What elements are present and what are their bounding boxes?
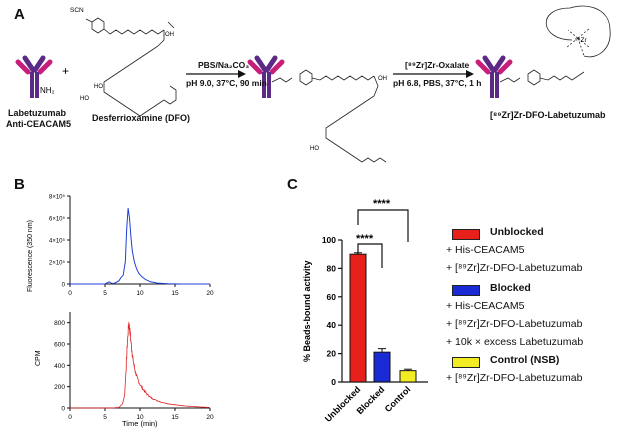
bar-y-tick-label: 80 bbox=[327, 263, 337, 273]
conjugate-structure-1 bbox=[271, 69, 387, 163]
panel-c-letter: C bbox=[287, 176, 298, 193]
legend-unblocked-line-2: + [⁸⁹Zr]Zr-DFO-Labetuzumab bbox=[446, 262, 583, 274]
legend-swatch-unblocked bbox=[452, 229, 480, 240]
cpm-y-tick-label: 600 bbox=[54, 342, 65, 349]
cpm-y-tick-label: 800 bbox=[54, 320, 65, 327]
bar-category-label: Control bbox=[383, 384, 413, 414]
cpm-axis-label: CPM bbox=[35, 350, 42, 366]
cpm-y-tick-label: 400 bbox=[54, 363, 65, 370]
arrow2-conditions: pH 6.8, PBS, 37°C, 1 h bbox=[393, 78, 482, 88]
dfo-structure bbox=[85, 17, 177, 117]
panel-b-chromatograms: 0 2×10⁵ 4×10⁵ 6×10⁵ 8×10⁵ 0 5 10 15 20 Fluorescen… bbox=[27, 194, 214, 429]
cpm-x-tick-label: 20 bbox=[206, 414, 214, 421]
fluorescence-trace bbox=[70, 208, 210, 285]
legend-unblocked-line-1: + His-CEACAM5 bbox=[446, 244, 525, 256]
antibody-icon bbox=[15, 55, 53, 98]
legend-blocked-line-2: + [⁸⁹Zr]Zr-DFO-Labetuzumab bbox=[446, 318, 583, 330]
ho-label-1: HO bbox=[94, 84, 103, 90]
legend-unblocked-title: Unblocked bbox=[490, 226, 544, 238]
fluorescence-plot: 0 2×10⁵ 4×10⁵ 6×10⁵ 8×10⁵ 0 5 10 15 20 Fluorescen… bbox=[27, 194, 214, 298]
legend-control-title: Control (NSB) bbox=[490, 354, 560, 366]
legend-control-line-1: + [⁸⁹Zr]Zr-DFO-Labetuzumab bbox=[446, 372, 583, 384]
bar-y-axis-label: % Beads-bound activity bbox=[302, 260, 312, 362]
bar-y-tick-label: 40 bbox=[327, 320, 337, 330]
product-label: [⁸⁹Zr]Zr-DFO-Labetuzumab bbox=[490, 110, 606, 120]
panel-a-letter: A bbox=[14, 6, 25, 23]
antibody-icon-2 bbox=[247, 55, 285, 98]
cpm-plot: 0 200 400 600 800 0 5 10 15 20 CPM Time (min) bbox=[35, 312, 214, 428]
oh-label-1: OH bbox=[165, 32, 174, 38]
fluorescence-x-tick-label: 5 bbox=[103, 290, 107, 297]
bar-y-tick-label: 0 bbox=[331, 377, 336, 387]
bar-control bbox=[399, 370, 417, 383]
zr-complex-structure bbox=[499, 5, 611, 86]
fluorescence-y-tick-label: 6×10⁵ bbox=[49, 216, 66, 223]
plus-sign: + bbox=[62, 64, 69, 78]
antibody-target-label: Anti-CEACAM5 bbox=[6, 119, 71, 129]
ho-label-3: HO bbox=[310, 146, 319, 152]
panel-b-letter: B bbox=[14, 176, 25, 193]
antibody-name-label: Labetuzumab bbox=[8, 108, 67, 118]
legend-blocked-line-1: + His-CEACAM5 bbox=[446, 300, 525, 312]
fluorescence-x-tick-label: 20 bbox=[206, 290, 214, 297]
fluorescence-x-tick-label: 0 bbox=[68, 290, 72, 297]
cpm-x-tick-label: 15 bbox=[171, 414, 179, 421]
panel-a-scheme: NH₂ SCN OH HO HO + bbox=[15, 5, 611, 163]
bar-y-tick-label: 20 bbox=[327, 349, 337, 359]
legend-blocked-line-3: + 10k × excess Labetuzumab bbox=[446, 336, 584, 348]
fluorescence-axis-label: Fluorescence (350 nm) bbox=[27, 220, 34, 292]
arrow1-reagent: PBS/Na₂CO₃ bbox=[198, 60, 250, 70]
fluorescence-y-tick-label: 2×10⁵ bbox=[49, 260, 66, 267]
ho-label-2: HO bbox=[80, 96, 89, 102]
fluorescence-y-tick-label: 0 bbox=[62, 283, 66, 289]
legend-blocked-title: Blocked bbox=[490, 282, 531, 294]
bar-blocked bbox=[373, 351, 391, 383]
nh2-label: NH₂ bbox=[40, 86, 55, 95]
cpm-x-tick-label: 10 bbox=[136, 414, 144, 421]
fluorescence-y-tick-label: 8×10⁵ bbox=[49, 194, 66, 201]
fluorescence-x-tick-label: 10 bbox=[136, 290, 144, 297]
legend-swatch-blocked bbox=[452, 285, 480, 296]
cpm-y-tick-label: 200 bbox=[54, 384, 65, 391]
fluorescence-y-tick-label: 4×10⁵ bbox=[49, 238, 66, 245]
antibody-icon-3 bbox=[475, 55, 513, 98]
bar-unblocked bbox=[349, 253, 367, 383]
dfo-label: Desferrioxamine (DFO) bbox=[92, 113, 191, 123]
cpm-trace bbox=[70, 322, 210, 409]
bar-y-tick-label: 100 bbox=[322, 235, 336, 245]
significance-stars-2: **** bbox=[356, 233, 374, 245]
bar-category-label: Unblocked bbox=[323, 384, 363, 424]
bar-y-tick-label: 60 bbox=[327, 292, 337, 302]
cpm-x-tick-label: 5 bbox=[103, 414, 107, 421]
significance-brackets bbox=[357, 209, 409, 268]
oh-label-2: OH bbox=[378, 76, 387, 82]
cpm-x-tick-label: 0 bbox=[68, 414, 72, 421]
time-axis-label: Time (min) bbox=[122, 419, 158, 428]
zr-label: ⁸⁹Zr bbox=[575, 37, 587, 44]
fluorescence-x-tick-label: 15 bbox=[171, 290, 179, 297]
significance-stars-1: **** bbox=[373, 198, 391, 210]
cpm-y-tick-label: 0 bbox=[61, 406, 65, 413]
arrow2-reagent: [⁸⁹Zr]Zr-Oxalate bbox=[405, 60, 470, 70]
arrow1-conditions: pH 9.0, 37°C, 90 min bbox=[186, 78, 267, 88]
legend-swatch-control bbox=[452, 357, 480, 368]
scn-label: SCN bbox=[70, 7, 84, 14]
